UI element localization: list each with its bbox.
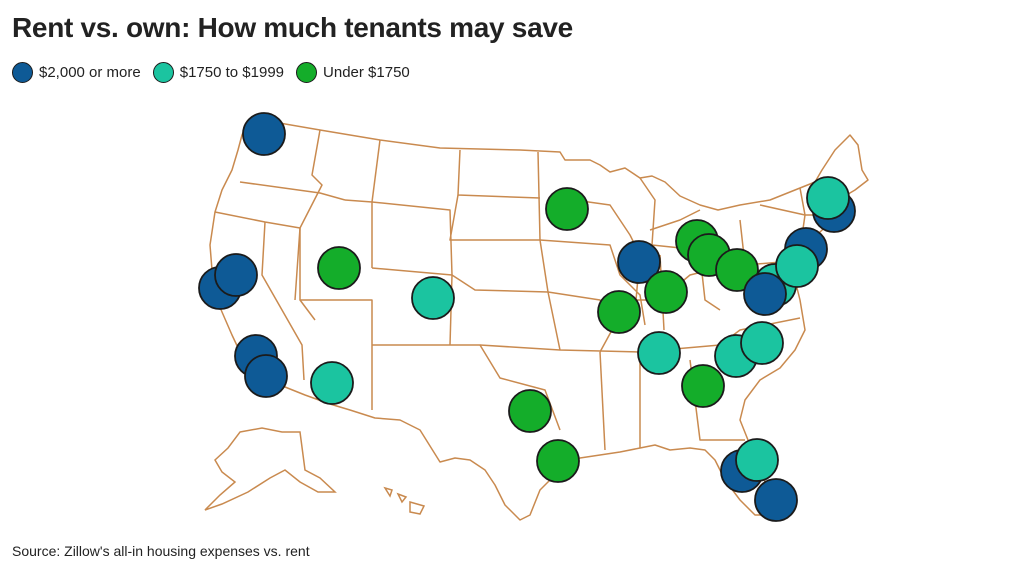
legend-item-1750-1999: $1750 to $1999 xyxy=(152,62,285,83)
hawaii-island xyxy=(396,492,408,504)
hawaii-island xyxy=(409,501,426,515)
legend: $2,000 or more $1750 to $1999 Under $175… xyxy=(12,62,410,83)
state-line xyxy=(639,177,701,251)
city-marker: Denver, CO xyxy=(411,276,455,320)
city-marker: Dallas, TX xyxy=(508,389,552,433)
city-marker: Miami, FL xyxy=(754,478,798,522)
state-line xyxy=(299,228,316,321)
source-note: Source: Zillow's all-in housing expenses… xyxy=(12,543,310,559)
legend-item-2000-plus: $2,000 or more xyxy=(12,62,141,83)
city-marker: Phoenix, AZ xyxy=(310,361,354,405)
state-line xyxy=(214,211,301,229)
legend-swatch xyxy=(296,62,318,83)
city-marker: Pittsburgh, PA xyxy=(715,248,759,292)
city-marker: Salt Lake City, UT xyxy=(317,246,361,290)
city-marker: Chicago, IL xyxy=(617,240,661,284)
state-line xyxy=(599,351,606,451)
city-marker: San Diego, CA xyxy=(244,354,288,398)
city-marker: San Jose, CA xyxy=(214,253,258,297)
city-marker: Indianapolis, IN xyxy=(644,270,688,314)
state-line xyxy=(649,209,701,231)
city-marker: Houston, TX xyxy=(536,439,580,483)
state-line xyxy=(449,194,540,241)
city-marker: Minneapolis, MN xyxy=(545,187,589,231)
state-line xyxy=(261,221,305,381)
city-markers: Seattle, WASan Francisco Bay Area, CASan… xyxy=(198,112,856,522)
legend-swatch xyxy=(152,62,174,83)
state-line xyxy=(371,139,381,203)
hawaii-island xyxy=(383,486,393,498)
city-marker: St. Louis, MO xyxy=(597,290,641,334)
state-line xyxy=(300,299,373,410)
city-marker: Orlando, FL xyxy=(735,438,779,482)
chart-title: Rent vs. own: How much tenants may save xyxy=(12,12,573,43)
state-line xyxy=(457,149,541,199)
legend-label: $1750 to $1999 xyxy=(179,64,285,81)
city-marker: Washington, DC xyxy=(743,272,787,316)
state-line xyxy=(537,151,561,351)
legend-label: $2,000 or more xyxy=(39,64,141,81)
city-marker: Seattle, WA xyxy=(242,112,286,156)
alaska-outline xyxy=(204,427,337,511)
city-marker: Providence, RI xyxy=(806,176,850,220)
legend-item-under-1750: Under $1750 xyxy=(296,62,410,83)
legend-label: Under $1750 xyxy=(323,64,410,81)
hawaii xyxy=(383,486,426,515)
legend-swatch xyxy=(12,62,33,83)
city-marker: Baltimore, MD xyxy=(775,244,819,288)
city-marker: Raleigh, NC xyxy=(681,364,725,408)
city-marker: Nashville, TN xyxy=(637,331,681,375)
state-line xyxy=(479,344,641,353)
state-line xyxy=(294,129,323,301)
alaska xyxy=(204,427,337,511)
state-line xyxy=(539,239,646,326)
city-marker: Atlanta, GA xyxy=(740,321,784,365)
state-line xyxy=(371,267,549,293)
state-line xyxy=(371,201,453,276)
state-line xyxy=(239,181,346,201)
